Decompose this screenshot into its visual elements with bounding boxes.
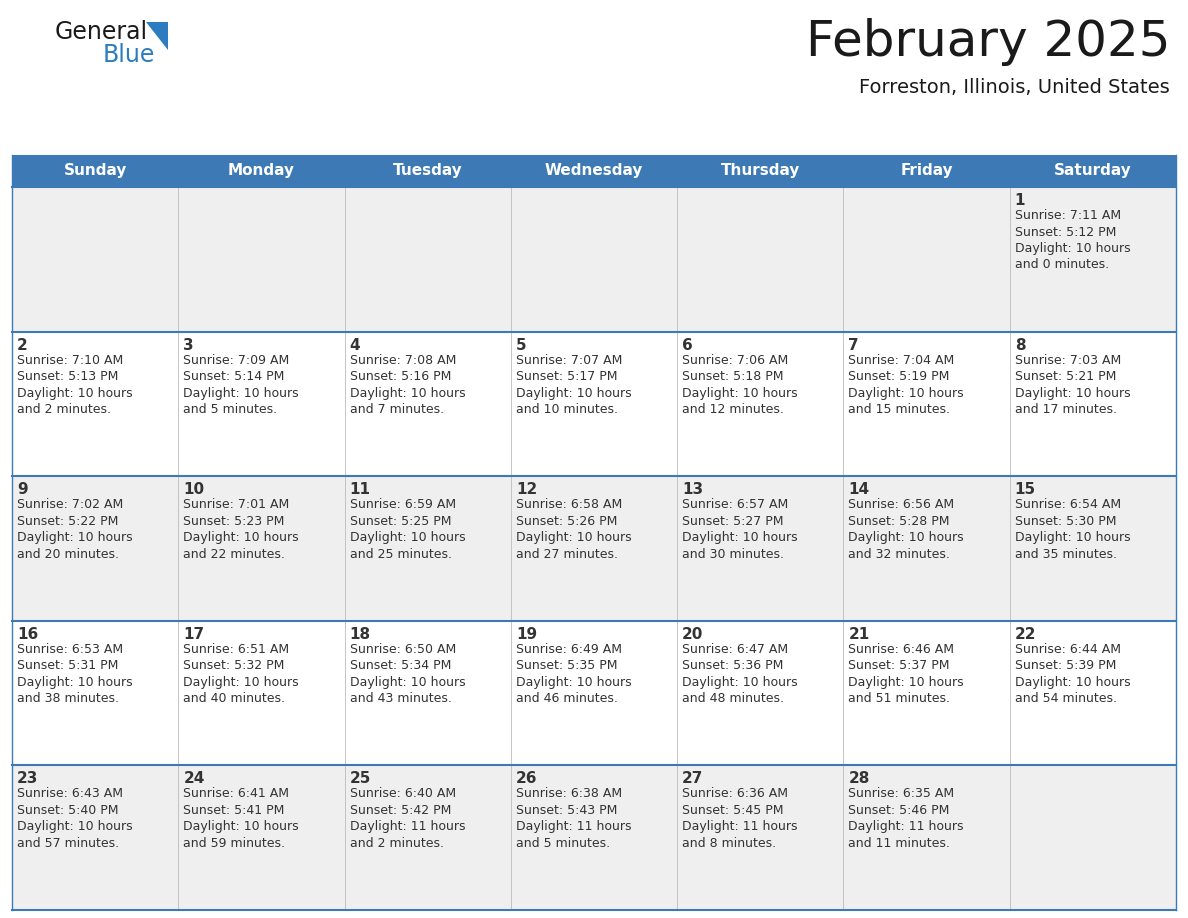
Text: Sunrise: 6:47 AM
Sunset: 5:36 PM
Daylight: 10 hours
and 48 minutes.: Sunrise: 6:47 AM Sunset: 5:36 PM Dayligh… bbox=[682, 643, 798, 705]
Text: 7: 7 bbox=[848, 338, 859, 353]
Text: Sunrise: 7:10 AM
Sunset: 5:13 PM
Daylight: 10 hours
and 2 minutes.: Sunrise: 7:10 AM Sunset: 5:13 PM Dayligh… bbox=[17, 353, 133, 416]
Text: Sunrise: 6:53 AM
Sunset: 5:31 PM
Daylight: 10 hours
and 38 minutes.: Sunrise: 6:53 AM Sunset: 5:31 PM Dayligh… bbox=[17, 643, 133, 705]
Text: 4: 4 bbox=[349, 338, 360, 353]
Text: 3: 3 bbox=[183, 338, 194, 353]
Text: Sunrise: 7:01 AM
Sunset: 5:23 PM
Daylight: 10 hours
and 22 minutes.: Sunrise: 7:01 AM Sunset: 5:23 PM Dayligh… bbox=[183, 498, 299, 561]
Text: Sunrise: 6:51 AM
Sunset: 5:32 PM
Daylight: 10 hours
and 40 minutes.: Sunrise: 6:51 AM Sunset: 5:32 PM Dayligh… bbox=[183, 643, 299, 705]
Text: 17: 17 bbox=[183, 627, 204, 642]
Text: 8: 8 bbox=[1015, 338, 1025, 353]
Text: 1: 1 bbox=[1015, 193, 1025, 208]
Text: Sunrise: 6:38 AM
Sunset: 5:43 PM
Daylight: 11 hours
and 5 minutes.: Sunrise: 6:38 AM Sunset: 5:43 PM Dayligh… bbox=[516, 788, 631, 850]
Text: 26: 26 bbox=[516, 771, 537, 787]
Text: Sunrise: 7:07 AM
Sunset: 5:17 PM
Daylight: 10 hours
and 10 minutes.: Sunrise: 7:07 AM Sunset: 5:17 PM Dayligh… bbox=[516, 353, 632, 416]
Text: 24: 24 bbox=[183, 771, 204, 787]
Text: Sunrise: 6:41 AM
Sunset: 5:41 PM
Daylight: 10 hours
and 59 minutes.: Sunrise: 6:41 AM Sunset: 5:41 PM Dayligh… bbox=[183, 788, 299, 850]
Text: 18: 18 bbox=[349, 627, 371, 642]
Bar bbox=[12, 476, 1176, 621]
Text: Sunrise: 6:40 AM
Sunset: 5:42 PM
Daylight: 11 hours
and 2 minutes.: Sunrise: 6:40 AM Sunset: 5:42 PM Dayligh… bbox=[349, 788, 465, 850]
Text: Sunrise: 6:59 AM
Sunset: 5:25 PM
Daylight: 10 hours
and 25 minutes.: Sunrise: 6:59 AM Sunset: 5:25 PM Dayligh… bbox=[349, 498, 466, 561]
Text: 2: 2 bbox=[17, 338, 27, 353]
Text: Sunrise: 7:06 AM
Sunset: 5:18 PM
Daylight: 10 hours
and 12 minutes.: Sunrise: 7:06 AM Sunset: 5:18 PM Dayligh… bbox=[682, 353, 798, 416]
Text: Blue: Blue bbox=[103, 43, 156, 67]
Text: 10: 10 bbox=[183, 482, 204, 498]
Text: 11: 11 bbox=[349, 482, 371, 498]
Text: Sunrise: 7:09 AM
Sunset: 5:14 PM
Daylight: 10 hours
and 5 minutes.: Sunrise: 7:09 AM Sunset: 5:14 PM Dayligh… bbox=[183, 353, 299, 416]
Text: Forreston, Illinois, United States: Forreston, Illinois, United States bbox=[859, 78, 1170, 97]
Polygon shape bbox=[146, 22, 168, 50]
Text: Sunrise: 6:36 AM
Sunset: 5:45 PM
Daylight: 11 hours
and 8 minutes.: Sunrise: 6:36 AM Sunset: 5:45 PM Dayligh… bbox=[682, 788, 797, 850]
Text: Sunrise: 6:58 AM
Sunset: 5:26 PM
Daylight: 10 hours
and 27 minutes.: Sunrise: 6:58 AM Sunset: 5:26 PM Dayligh… bbox=[516, 498, 632, 561]
Text: Sunrise: 6:43 AM
Sunset: 5:40 PM
Daylight: 10 hours
and 57 minutes.: Sunrise: 6:43 AM Sunset: 5:40 PM Dayligh… bbox=[17, 788, 133, 850]
Text: Sunrise: 7:03 AM
Sunset: 5:21 PM
Daylight: 10 hours
and 17 minutes.: Sunrise: 7:03 AM Sunset: 5:21 PM Dayligh… bbox=[1015, 353, 1130, 416]
Text: 22: 22 bbox=[1015, 627, 1036, 642]
Text: 23: 23 bbox=[17, 771, 38, 787]
Text: 27: 27 bbox=[682, 771, 703, 787]
Bar bbox=[12, 187, 1176, 331]
Text: Sunrise: 6:44 AM
Sunset: 5:39 PM
Daylight: 10 hours
and 54 minutes.: Sunrise: 6:44 AM Sunset: 5:39 PM Dayligh… bbox=[1015, 643, 1130, 705]
Text: 14: 14 bbox=[848, 482, 870, 498]
Text: Wednesday: Wednesday bbox=[545, 163, 643, 178]
Text: Friday: Friday bbox=[901, 163, 953, 178]
Text: Sunrise: 7:02 AM
Sunset: 5:22 PM
Daylight: 10 hours
and 20 minutes.: Sunrise: 7:02 AM Sunset: 5:22 PM Dayligh… bbox=[17, 498, 133, 561]
Text: 15: 15 bbox=[1015, 482, 1036, 498]
Text: 12: 12 bbox=[516, 482, 537, 498]
Text: February 2025: February 2025 bbox=[805, 18, 1170, 66]
Text: 19: 19 bbox=[516, 627, 537, 642]
Text: Saturday: Saturday bbox=[1054, 163, 1132, 178]
Text: 13: 13 bbox=[682, 482, 703, 498]
Text: Sunrise: 6:35 AM
Sunset: 5:46 PM
Daylight: 11 hours
and 11 minutes.: Sunrise: 6:35 AM Sunset: 5:46 PM Dayligh… bbox=[848, 788, 963, 850]
Text: Sunrise: 7:11 AM
Sunset: 5:12 PM
Daylight: 10 hours
and 0 minutes.: Sunrise: 7:11 AM Sunset: 5:12 PM Dayligh… bbox=[1015, 209, 1130, 272]
Bar bbox=[12, 331, 1176, 476]
Bar bbox=[12, 621, 1176, 766]
Text: 20: 20 bbox=[682, 627, 703, 642]
Text: Thursday: Thursday bbox=[721, 163, 800, 178]
Text: Monday: Monday bbox=[228, 163, 295, 178]
Text: Sunrise: 6:54 AM
Sunset: 5:30 PM
Daylight: 10 hours
and 35 minutes.: Sunrise: 6:54 AM Sunset: 5:30 PM Dayligh… bbox=[1015, 498, 1130, 561]
Text: 6: 6 bbox=[682, 338, 693, 353]
Text: 5: 5 bbox=[516, 338, 526, 353]
Text: Sunrise: 6:49 AM
Sunset: 5:35 PM
Daylight: 10 hours
and 46 minutes.: Sunrise: 6:49 AM Sunset: 5:35 PM Dayligh… bbox=[516, 643, 632, 705]
Text: Tuesday: Tuesday bbox=[393, 163, 462, 178]
Text: 9: 9 bbox=[17, 482, 27, 498]
Text: Sunrise: 6:56 AM
Sunset: 5:28 PM
Daylight: 10 hours
and 32 minutes.: Sunrise: 6:56 AM Sunset: 5:28 PM Dayligh… bbox=[848, 498, 963, 561]
Text: Sunrise: 6:57 AM
Sunset: 5:27 PM
Daylight: 10 hours
and 30 minutes.: Sunrise: 6:57 AM Sunset: 5:27 PM Dayligh… bbox=[682, 498, 798, 561]
Text: 25: 25 bbox=[349, 771, 371, 787]
Text: Sunrise: 7:08 AM
Sunset: 5:16 PM
Daylight: 10 hours
and 7 minutes.: Sunrise: 7:08 AM Sunset: 5:16 PM Dayligh… bbox=[349, 353, 466, 416]
Text: Sunrise: 7:04 AM
Sunset: 5:19 PM
Daylight: 10 hours
and 15 minutes.: Sunrise: 7:04 AM Sunset: 5:19 PM Dayligh… bbox=[848, 353, 963, 416]
Bar bbox=[12, 766, 1176, 910]
Text: 21: 21 bbox=[848, 627, 870, 642]
Text: Sunday: Sunday bbox=[63, 163, 127, 178]
Bar bbox=[12, 155, 1176, 187]
Text: 28: 28 bbox=[848, 771, 870, 787]
Text: General: General bbox=[55, 20, 148, 44]
Text: Sunrise: 6:46 AM
Sunset: 5:37 PM
Daylight: 10 hours
and 51 minutes.: Sunrise: 6:46 AM Sunset: 5:37 PM Dayligh… bbox=[848, 643, 963, 705]
Text: Sunrise: 6:50 AM
Sunset: 5:34 PM
Daylight: 10 hours
and 43 minutes.: Sunrise: 6:50 AM Sunset: 5:34 PM Dayligh… bbox=[349, 643, 466, 705]
Text: 16: 16 bbox=[17, 627, 38, 642]
